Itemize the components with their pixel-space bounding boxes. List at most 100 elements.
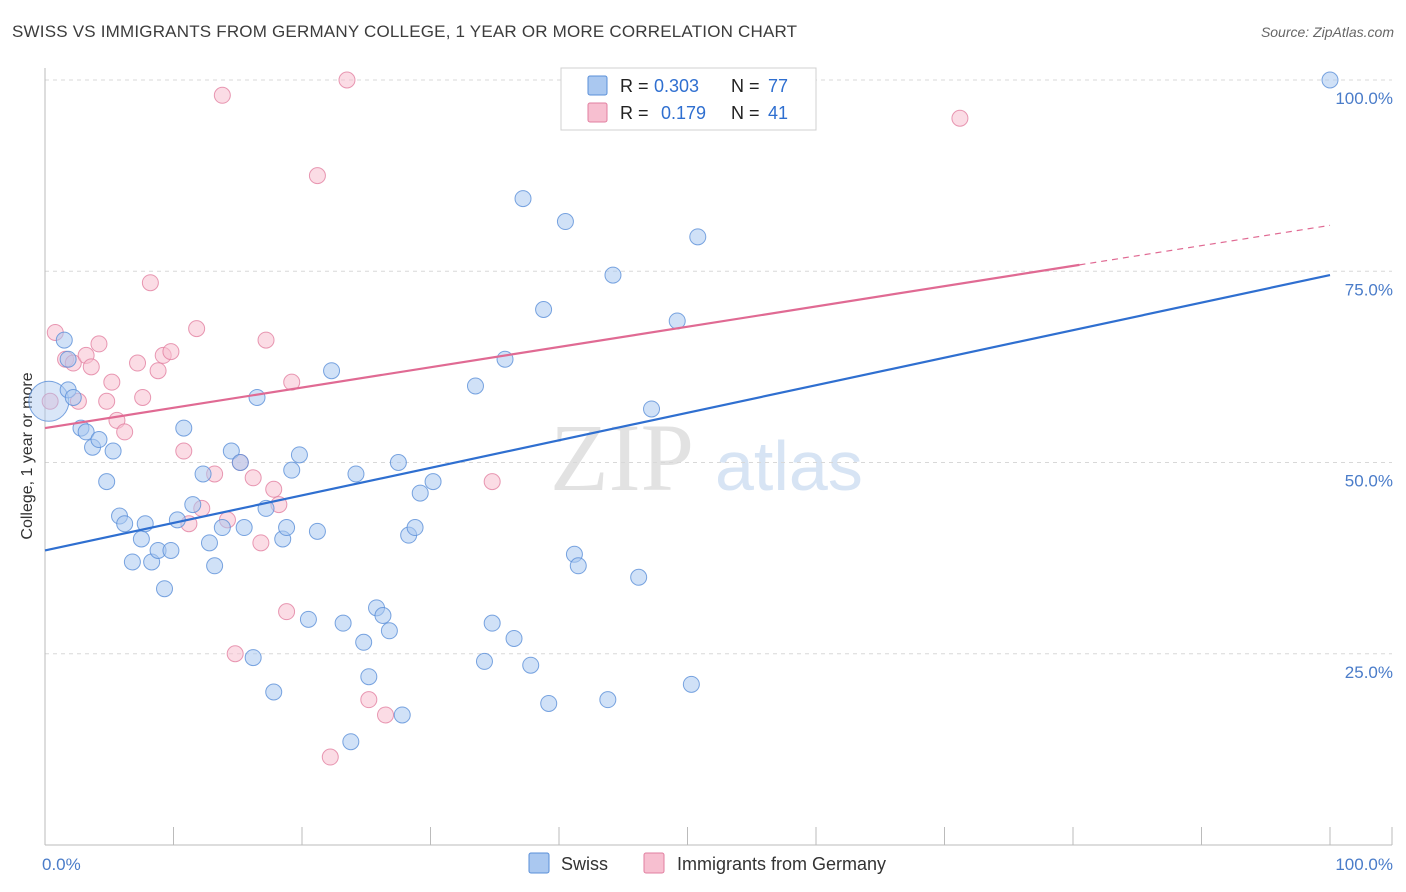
swiss-point [406,519,424,537]
swiss-point [235,519,253,537]
axes [44,68,1393,846]
swiss-point [231,454,249,471]
germany-point [82,358,100,376]
germany-n-value: 41 [768,103,788,123]
legend-swiss-swatch [528,852,550,874]
series-legend: Swiss Immigrants from Germany [528,852,886,874]
germany-point [265,480,283,498]
swiss-point [156,580,174,598]
germany-point [175,442,193,460]
swiss-point [200,534,218,552]
germany-point [257,331,275,349]
swiss-swatch [587,75,608,96]
tick-labels: 25.0% 50.0% 75.0% 100.0% 0.0% 100.0% [42,89,1393,874]
legend-germany-label: Immigrants from Germany [677,854,886,874]
swiss-point [244,649,262,667]
chart-title: SWISS VS IMMIGRANTS FROM GERMANY COLLEGE… [12,22,798,41]
swiss-point [116,515,134,533]
source-label: Source: ZipAtlas.com [1260,24,1394,40]
swiss-point [194,465,212,483]
swiss-point [90,431,108,449]
swiss-point [1321,71,1339,89]
swiss-point [389,454,407,471]
swiss-point [380,622,398,640]
swiss-point [283,461,301,479]
germany-point [116,423,134,441]
swiss-point [599,691,617,709]
swiss-point [59,350,77,368]
germany-point [360,691,378,709]
swiss-point [682,675,700,693]
swiss-point [643,400,661,418]
swiss-point [175,419,193,437]
watermark-atlas: atlas [715,427,863,505]
series-germany-points [41,71,969,766]
germany-point [98,392,116,410]
swiss-r-value: 0.303 [654,76,699,96]
swiss-point [77,423,95,441]
swiss-point [206,557,224,575]
swiss-point [342,733,360,751]
stats-legend: R = 0.303 N = 77 R = 0.179 N = 41 [560,67,817,131]
gridlines [45,79,1392,655]
germany-r-value: 0.179 [661,103,706,123]
trend-lines [44,224,1331,552]
swiss-point [522,656,540,674]
swiss-r-label: R = [620,76,649,96]
germany-point [188,320,206,338]
swiss-point [360,668,378,686]
germany-trend-extension [1079,224,1331,266]
y-tick-label: 25.0% [1345,663,1393,682]
swiss-point [265,683,283,701]
swiss-point [411,484,429,502]
y-axis-label: College, 1 year or more [19,372,36,539]
swiss-point [222,442,240,460]
swiss-trend-line [44,273,1331,552]
y-tick-label: 100.0% [1335,89,1393,108]
watermark-zip: ZIP [550,404,694,511]
swiss-point [604,266,622,284]
swiss-n-value: 77 [768,76,788,96]
swiss-point [248,388,266,406]
swiss-point [334,614,352,632]
swiss-point [475,652,493,670]
swiss-point [514,190,532,208]
germany-r-label: R = [620,103,649,123]
swiss-point [505,629,523,647]
germany-point [252,534,270,552]
germany-point [162,343,180,361]
swiss-point [355,633,373,651]
swiss-point [556,213,574,231]
germany-trend-line [44,263,1080,430]
x-tick-label: 0.0% [42,855,81,874]
series-swiss-points [28,71,1339,751]
germany-point [226,645,244,663]
germany-point [278,603,296,621]
y-tick-label: 75.0% [1345,280,1393,299]
germany-point [321,748,339,766]
germany-point [134,388,152,406]
y-tick-label: 50.0% [1345,472,1393,491]
germany-point [338,71,356,89]
germany-point [308,167,326,185]
swiss-point [308,522,326,540]
swiss-point [299,610,317,628]
swiss-point [278,519,296,537]
swiss-point [374,607,392,624]
germany-point [103,373,121,391]
swiss-point [162,541,180,559]
swiss-point [213,519,231,537]
germany-point [244,469,262,487]
swiss-point [184,496,202,514]
germany-point [141,274,159,292]
swiss-point [347,465,365,483]
germany-point [90,335,108,353]
germany-n-label: N = [731,103,760,123]
swiss-point [123,553,141,571]
swiss-point [569,557,587,575]
swiss-point [630,568,648,586]
swiss-point [540,694,558,712]
swiss-n-label: N = [731,76,760,96]
swiss-point [323,362,341,380]
